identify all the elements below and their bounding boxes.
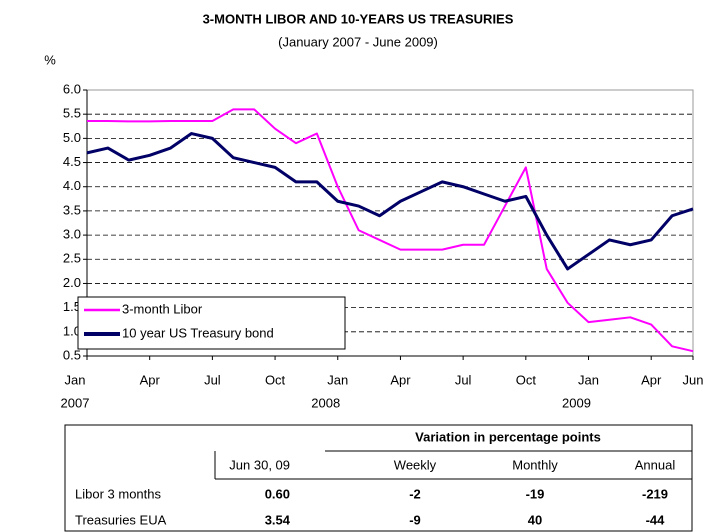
y-tick-label: 3.0 (63, 227, 81, 242)
y-tick-label: 6.0 (63, 81, 81, 96)
x-tick-label: Apr (641, 372, 662, 387)
table-column-header: Jun 30, 09 (229, 457, 290, 472)
table-cell: 40 (528, 512, 542, 527)
y-tick-label: 0.5 (63, 347, 81, 362)
y-tick-label: 5.5 (63, 106, 81, 121)
x-year-label: 2008 (311, 395, 340, 410)
x-tick-label: Apr (140, 372, 161, 387)
chart-title: 3-MONTH LIBOR AND 10-YEARS US TREASURIES (203, 11, 514, 26)
x-tick-label: Apr (390, 372, 411, 387)
table-cell: -44 (646, 512, 666, 527)
table-cell: -219 (642, 486, 668, 501)
y-tick-label: 5.0 (63, 130, 81, 145)
x-year-label: 2009 (562, 395, 591, 410)
line-series (87, 108, 694, 353)
x-tick-label: Oct (265, 372, 286, 387)
table-column-header: Annual (635, 457, 676, 472)
y-tick-label: 1.0 (63, 323, 81, 338)
y-axis-label: % (44, 52, 56, 67)
y-tick-label: 2.0 (63, 275, 81, 290)
table-cell: 0.60 (265, 486, 290, 501)
x-year-label: 2007 (61, 395, 90, 410)
table-cell: -9 (409, 512, 421, 527)
x-tick-label: Jan (327, 372, 348, 387)
x-tick-label: Jul (455, 372, 472, 387)
table-cell: -19 (526, 486, 545, 501)
y-tick-label: 1.5 (63, 299, 81, 314)
chart-subtitle: (January 2007 - June 2009) (278, 34, 438, 49)
table-cell: Treasuries EUA (75, 512, 167, 527)
x-tick-label: Jul (204, 372, 221, 387)
y-tick-label: 4.5 (63, 154, 81, 169)
legend-label: 10 year US Treasury bond (122, 325, 274, 340)
legend-label: 3-month Libor (122, 301, 203, 316)
table-group-header: Variation in percentage points (415, 429, 601, 444)
x-tick-label: Jun (683, 372, 704, 387)
table-column-header: Weekly (394, 457, 437, 472)
y-tick-label: 4.0 (63, 178, 81, 193)
x-tick-label: Oct (516, 372, 537, 387)
table-cell: 3.54 (265, 512, 291, 527)
y-tick-label: 2.5 (63, 251, 81, 266)
x-tick-label: Jan (578, 372, 599, 387)
table-cell: -2 (409, 486, 421, 501)
line-series (86, 132, 694, 271)
legend-box (77, 296, 346, 350)
table-column-header: Monthly (512, 457, 558, 472)
y-tick-label: 3.5 (63, 202, 81, 217)
table-border (64, 424, 693, 532)
x-tick-label: Jan (65, 372, 86, 387)
table-cell: Libor 3 months (75, 486, 161, 501)
